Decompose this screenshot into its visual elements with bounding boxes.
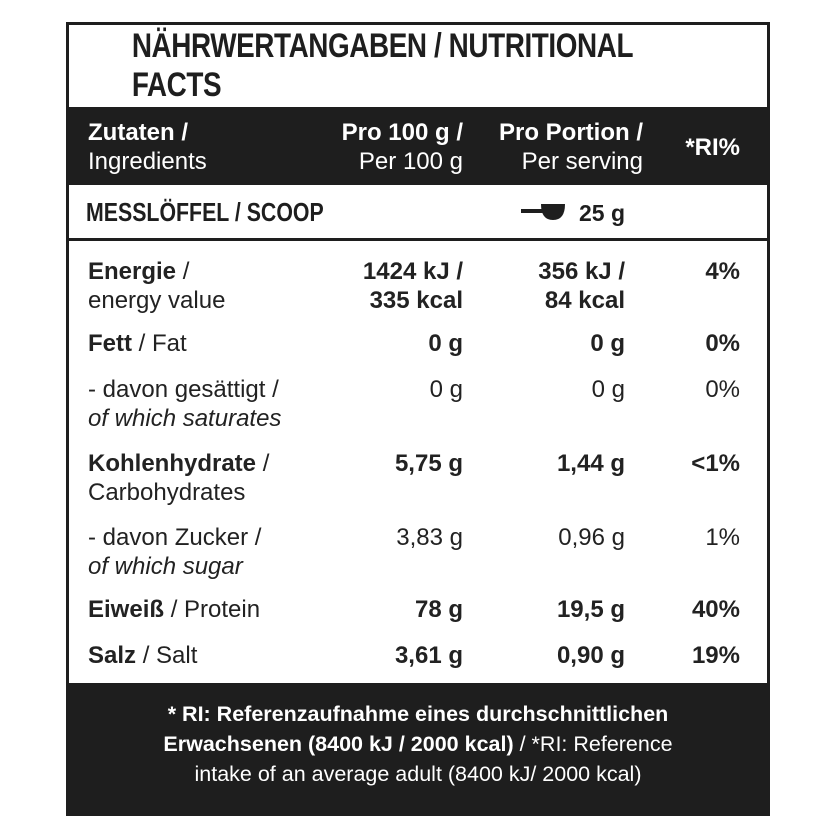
value-serving-line1: 0,96 g	[558, 524, 625, 551]
value-ri: 19%	[691, 642, 740, 669]
footnote-line2-rest: / *RI: Reference	[513, 732, 673, 756]
value-serving: 356 kJ /84 kcal	[538, 257, 625, 315]
nutrient-name: Kohlenhydrate / Carbohydrates	[88, 449, 269, 507]
value-serving-line1: 0,90 g	[556, 642, 625, 669]
value-per100-line1: 0 g	[429, 376, 463, 403]
value-per100: 78 g	[415, 595, 463, 624]
value-per100-line1: 1424 kJ /	[362, 258, 463, 285]
ri-footnote: * RI: Referenzaufnahme eines durchschnit…	[69, 683, 767, 813]
header-serving-de: Pro Portion /	[499, 119, 643, 146]
nutrient-name-line1: - davon gesättigt /	[88, 375, 281, 404]
value-serving-line1: 0 g	[591, 376, 625, 403]
table-header: Zutaten / Ingredients Pro 100 g / Per 10…	[69, 107, 767, 185]
value-serving: 0,90 g	[557, 641, 625, 670]
nutrient-name-line1: Fett / Fat	[88, 329, 187, 358]
header-ri: *RI%	[685, 134, 740, 161]
nutrient-name-rest: / Protein	[164, 596, 261, 623]
nutrient-name-bold: Energie	[88, 258, 177, 285]
scoop-icon	[521, 200, 567, 227]
scoop-label: MESSLÖFFEL / SCOOP	[86, 197, 324, 227]
value-per100: 0 g	[428, 329, 463, 358]
nutrient-name-line1: - davon Zucker /	[88, 523, 261, 552]
value-serving-line1: 1,44 g	[556, 450, 625, 477]
nutrient-name-rest: /	[256, 450, 270, 477]
nutrient-name: Salz / Salt	[88, 641, 197, 670]
footnote-line1: * RI: Referenzaufnahme eines durchschnit…	[167, 702, 669, 726]
value-serving: 0 g	[590, 329, 625, 358]
value-per100-line1: 3,61 g	[394, 642, 463, 669]
nutrient-name-rest: /	[176, 258, 190, 285]
value-per100-line1: 3,83 g	[396, 524, 463, 551]
value-per100-line1: 0 g	[428, 330, 463, 357]
nutrient-name-line2: energy value	[88, 287, 226, 314]
value-serving: 0 g	[592, 375, 625, 404]
nutrient-name: Fett / Fat	[88, 329, 187, 358]
nutrition-label: NÄHRWERTANGABEN / NUTRITIONAL FACTS Zuta…	[66, 22, 770, 816]
value-serving: 0,96 g	[558, 523, 625, 552]
value-per100: 3,83 g	[396, 523, 463, 552]
value-serving-line1: 19,5 g	[556, 596, 625, 623]
header-serving: Pro Portion / Per serving	[499, 118, 643, 176]
nutrient-name-bold: Eiweiß	[88, 596, 165, 623]
nutrient-name-line1: Kohlenhydrate /	[88, 449, 269, 478]
label-title: NÄHRWERTANGABEN / NUTRITIONAL FACTS	[131, 27, 633, 104]
nutrient-name-bold: Salz	[88, 642, 137, 669]
nutrient-name-line2: of which saturates	[88, 405, 282, 432]
scoop-value: 25 g	[578, 200, 625, 226]
value-per100: 1424 kJ /335 kcal	[363, 257, 463, 315]
footnote-line2: Erwachsenen (8400 kJ / 2000 kcal) / *RI:…	[69, 729, 767, 759]
value-per100-line1: 78 g	[414, 596, 463, 623]
nutrient-name-rest: - davon gesättigt /	[88, 376, 279, 403]
value-per100-line1: 5,75 g	[394, 450, 463, 477]
header-per100-de: Pro 100 g /	[341, 119, 463, 146]
nutrient-name-line2: of which sugar	[88, 553, 243, 580]
nutrient-name-line2: Carbohydrates	[88, 479, 246, 506]
nutrient-name: - davon gesättigt / of which saturates	[88, 375, 281, 433]
header-per100: Pro 100 g / Per 100 g	[342, 118, 463, 176]
header-ingredients-en: Ingredients	[88, 148, 207, 175]
header-ingredients: Zutaten / Ingredients	[88, 118, 207, 176]
value-ri: 4%	[705, 258, 740, 285]
nutrient-name-bold: Fett	[88, 330, 132, 357]
value-serving: 1,44 g	[557, 449, 625, 478]
header-serving-en: Per serving	[521, 148, 643, 175]
value-ri: 0%	[705, 330, 740, 357]
value-per100: 0 g	[430, 375, 463, 404]
nutrient-name-bold: Kohlenhydrate	[88, 450, 257, 477]
nutrient-name: - davon Zucker / of which sugar	[88, 523, 261, 581]
value-per100: 3,61 g	[395, 641, 463, 670]
value-serving-line2: 84 kcal	[544, 287, 625, 314]
value-serving: 19,5 g	[557, 595, 625, 624]
value-ri: 1%	[705, 524, 740, 551]
nutrient-name-rest: / Fat	[132, 330, 187, 357]
value-ri: 0%	[705, 376, 740, 403]
nutrient-name-rest: - davon Zucker /	[88, 524, 262, 551]
nutrient-name-line1: Eiweiß / Protein	[88, 595, 260, 624]
scoop-row: MESSLÖFFEL / SCOOP 25 g	[69, 185, 767, 241]
nutrient-name: Energie / energy value	[88, 257, 225, 315]
footnote-line2-bold: Erwachsenen (8400 kJ / 2000 kcal)	[163, 732, 514, 756]
value-ri: <1%	[691, 450, 740, 477]
value-serving-line1: 0 g	[590, 330, 625, 357]
nutrient-name: Eiweiß / Protein	[88, 595, 260, 624]
header-ingredients-de: Zutaten /	[88, 119, 188, 146]
header-per100-en: Per 100 g	[358, 148, 463, 175]
nutrient-name-rest: / Salt	[136, 642, 198, 669]
value-serving-line1: 356 kJ /	[538, 258, 625, 285]
value-per100: 5,75 g	[395, 449, 463, 478]
value-ri: 40%	[691, 596, 740, 623]
footnote-line3: intake of an average adult (8400 kJ/ 200…	[194, 762, 642, 786]
value-per100-line2: 335 kcal	[369, 287, 463, 314]
nutrient-name-line1: Salz / Salt	[88, 641, 197, 670]
nutrient-name-line1: Energie /	[88, 257, 225, 286]
